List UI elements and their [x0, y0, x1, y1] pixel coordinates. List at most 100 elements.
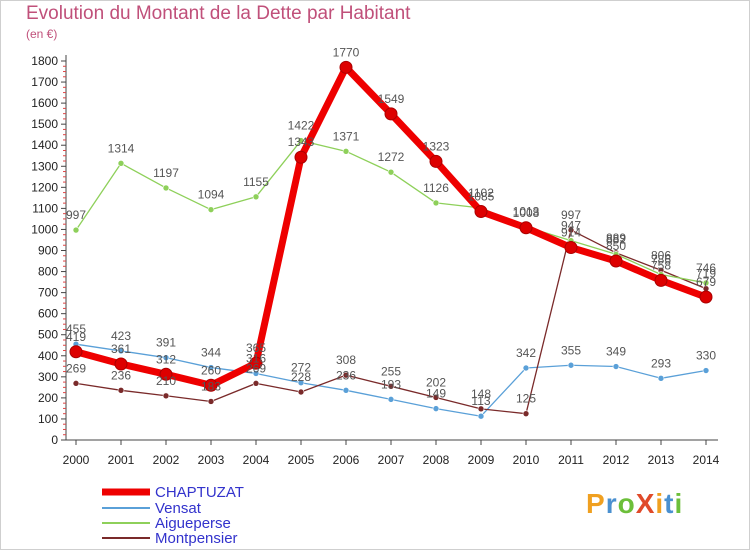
y-tick-label: 1400 — [31, 138, 58, 152]
data-label-montpensier: 202 — [426, 375, 446, 389]
data-label-chaptuzat: 361 — [111, 342, 131, 356]
series-lines — [69, 60, 713, 420]
data-point-aigueperse — [117, 160, 125, 167]
data-point-montpensier — [252, 380, 260, 387]
y-tick-label: 1200 — [31, 180, 58, 194]
data-point-chaptuzat — [474, 205, 488, 219]
data-point-aigueperse — [702, 279, 710, 287]
y-tick-label: 300 — [38, 370, 58, 384]
data-label-aigueperse: 1371 — [333, 129, 360, 143]
y-tick-label: 0 — [51, 433, 58, 447]
data-point-aigueperse — [387, 168, 395, 176]
data-point-chaptuzat — [339, 60, 353, 74]
data-point-vensat — [477, 412, 485, 420]
x-tick-label: 2010 — [513, 453, 540, 467]
x-tick-label: 2003 — [198, 453, 225, 467]
data-label-chaptuzat: 260 — [201, 363, 221, 377]
data-point-montpensier — [567, 226, 575, 234]
data-label-montpensier: 806 — [651, 248, 671, 262]
y-tick-label: 600 — [38, 307, 58, 321]
y-tick-label: 800 — [38, 265, 58, 279]
logo-letter: i — [674, 488, 684, 519]
data-point-montpensier — [207, 398, 215, 405]
data-label-chaptuzat: 1323 — [423, 139, 450, 153]
data-point-vensat — [702, 367, 710, 374]
data-point-aigueperse — [207, 206, 215, 213]
data-point-aigueperse — [342, 148, 350, 155]
data-label-montpensier: 148 — [471, 387, 491, 401]
data-label-vensat: 236 — [336, 368, 356, 382]
data-label-montpensier: 210 — [156, 374, 176, 388]
data-label-aigueperse: 1094 — [198, 188, 225, 202]
data-label-montpensier: 236 — [111, 368, 131, 382]
data-point-montpensier — [162, 392, 170, 400]
data-point-chaptuzat — [249, 356, 263, 370]
data-label-montpensier: 269 — [66, 361, 86, 375]
data-label-vensat: 149 — [426, 387, 446, 401]
y-tick-label: 900 — [38, 244, 58, 258]
data-label-aigueperse: 1272 — [378, 150, 405, 164]
data-label-aigueperse: 786 — [651, 253, 671, 267]
data-label-chaptuzat: 850 — [606, 239, 626, 253]
data-point-vensat — [567, 361, 575, 369]
data-point-chaptuzat — [609, 254, 623, 268]
data-label-vensat: 272 — [291, 361, 311, 375]
data-label-montpensier: 719 — [696, 267, 716, 281]
data-label-chaptuzat: 312 — [156, 352, 176, 366]
legend-label-montpensier: Montpensier — [155, 530, 238, 547]
x-tick-label: 2009 — [468, 453, 495, 467]
data-label-montpensier: 997 — [561, 208, 581, 222]
data-label-aigueperse: 997 — [66, 208, 86, 222]
y-tick-label: 400 — [38, 349, 58, 363]
x-tick-label: 2007 — [378, 453, 405, 467]
y-tick-label: 1500 — [31, 117, 58, 131]
data-point-chaptuzat — [114, 357, 128, 371]
data-point-vensat — [252, 370, 260, 377]
x-tick-label: 2011 — [558, 453, 584, 467]
data-point-vensat — [162, 354, 170, 361]
data-label-vensat: 455 — [66, 322, 86, 336]
data-label-montpensier: 269 — [246, 361, 266, 375]
data-point-aigueperse — [72, 226, 80, 234]
x-tick-label: 2013 — [648, 453, 675, 467]
data-point-chaptuzat — [699, 290, 713, 304]
data-point-chaptuzat — [294, 150, 308, 164]
data-label-aigueperse: 1102 — [468, 186, 494, 200]
x-tick-label: 2012 — [603, 453, 630, 467]
legend-label-chaptuzat: CHAPTUZAT — [155, 484, 244, 501]
y-tick-label: 700 — [38, 286, 58, 300]
data-point-montpensier — [297, 388, 305, 396]
data-point-aigueperse — [297, 137, 305, 144]
data-point-vensat — [387, 396, 395, 403]
x-tick-label: 2000 — [63, 453, 90, 467]
data-point-chaptuzat — [69, 345, 83, 359]
data-label-chaptuzat: 914 — [561, 226, 581, 240]
data-label-aigueperse: 1126 — [423, 181, 449, 195]
data-label-vensat: 293 — [651, 356, 671, 370]
y-tick-label: 100 — [38, 412, 58, 426]
data-point-vensat — [297, 379, 305, 387]
data-point-vensat — [117, 347, 125, 355]
data-label-vensat: 316 — [246, 351, 266, 365]
logo-letter: X — [635, 488, 656, 519]
x-tick-label: 2006 — [333, 453, 360, 467]
data-point-vensat — [657, 375, 665, 382]
data-label-vensat: 342 — [516, 346, 536, 360]
data-label-chaptuzat: 419 — [66, 330, 86, 344]
y-tick-label: 1000 — [31, 222, 58, 236]
data-label-montpensier: 308 — [336, 353, 356, 367]
data-label-montpensier: 183 — [201, 379, 221, 393]
data-label-chaptuzat: 679 — [696, 275, 716, 289]
data-label-aigueperse: 1155 — [243, 175, 269, 189]
data-label-aigueperse: 1314 — [108, 141, 135, 155]
data-point-montpensier — [72, 380, 80, 387]
data-label-aigueperse: 1013 — [513, 205, 540, 219]
data-label-vensat: 344 — [201, 346, 221, 360]
chart-unit: (en €) — [26, 27, 58, 41]
logo-letter: o — [617, 488, 636, 519]
data-point-chaptuzat — [384, 107, 398, 121]
x-tick-label: 2008 — [423, 453, 450, 467]
data-label-aigueperse: 1422 — [288, 119, 315, 133]
data-label-aigueperse: 882 — [606, 232, 626, 246]
